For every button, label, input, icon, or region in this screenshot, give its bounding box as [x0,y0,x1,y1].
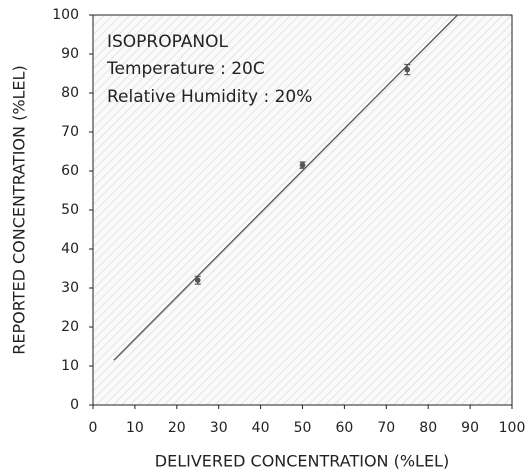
x-tick-label: 80 [419,420,437,436]
x-tick-label: 100 [499,420,526,436]
y-tick-label: 70 [61,124,79,140]
y-axis-label: REPORTED CONCENTRATION (%LEL) [10,65,29,354]
point [404,66,411,73]
y-tick-label: 80 [61,85,79,101]
x-tick-label: 10 [126,420,144,436]
x-tick-label: 70 [377,420,395,436]
point [299,162,306,168]
x-tick-label: 50 [294,420,312,436]
x-tick-label: 90 [461,420,479,436]
x-tick-label: 0 [89,420,98,436]
x-tick-label: 60 [335,420,353,436]
y-tick-label: 50 [61,202,79,218]
y-tick-label: 40 [61,241,79,257]
y-tick-label: 100 [52,7,79,23]
y-tick-label: 30 [61,280,79,296]
plot-area [92,14,513,406]
y-tick-label: 20 [61,319,79,335]
y-tick-label: 10 [61,358,79,374]
fit-line [113,14,458,361]
annotation: Relative Humidity : 20% [107,87,312,107]
annotation: ISOPROPANOL [107,32,229,52]
y-tick-label: 0 [70,397,79,413]
x-tick-label: 20 [168,420,186,436]
x-axis-label: DELIVERED CONCENTRATION (%LEL) [155,452,449,471]
y-tick-label: 90 [61,46,79,62]
x-tick-label: 30 [210,420,228,436]
point [194,277,201,284]
y-tick-label: 60 [61,163,79,179]
annotation: Temperature : 20C [106,59,265,79]
x-tick-label: 40 [252,420,270,436]
